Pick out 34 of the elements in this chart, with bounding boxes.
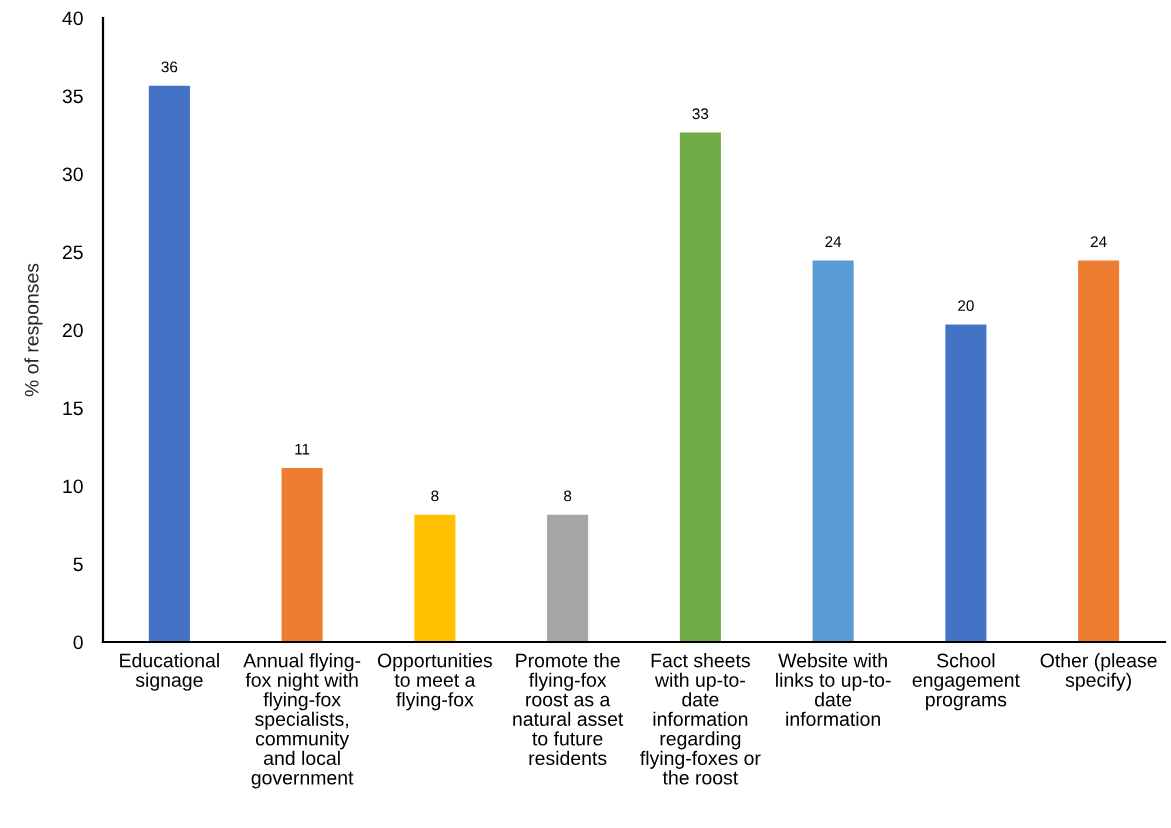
data-label: 20 [958, 300, 974, 312]
x-tick-label: Fact sheets with up-to-date information regarding flying-foxes or the roost [640, 653, 761, 785]
y-tick-label: 30 [62, 167, 83, 182]
y-tick-label: 0 [73, 635, 83, 650]
data-label: 11 [295, 443, 310, 455]
bar [545, 513, 590, 642]
data-label: 24 [1090, 236, 1107, 247]
y-tick-label: 15 [63, 401, 83, 416]
data-label: 8 [431, 490, 439, 502]
y-tick-label: 5 [73, 557, 83, 572]
bar [1076, 259, 1121, 642]
x-tick-label: Educational signage [120, 653, 219, 691]
y-tick-label: 10 [63, 479, 83, 494]
bar [943, 323, 988, 642]
bar [811, 259, 856, 642]
bar [147, 84, 192, 642]
y-tick-label: 20 [62, 323, 83, 338]
x-tick-label: Promote the flying-fox roost as a natural asset to future residents [513, 653, 624, 766]
x-tick-label: Opportunities to meet a flying-fox [377, 653, 492, 711]
data-label: 24 [825, 236, 842, 247]
x-tick-label: Annual flying-fox night with flying-fox specialists, community and local government [243, 653, 361, 789]
data-label: 36 [161, 61, 178, 73]
bar [280, 466, 325, 642]
data-label: 33 [692, 108, 709, 120]
y-tick-label: 40 [62, 11, 83, 26]
y-axis-title: % of responses [24, 263, 43, 397]
bar [412, 513, 457, 642]
x-tick-label: School engagement programs [912, 653, 1020, 711]
y-tick-label: 35 [62, 89, 83, 104]
x-tick-label: Other (please specify) [1040, 653, 1157, 691]
x-tick-label: Website with links to up-to-date information [776, 653, 891, 726]
y-tick-label: 25 [62, 245, 83, 260]
data-label: 8 [564, 490, 572, 502]
bar [678, 131, 723, 642]
